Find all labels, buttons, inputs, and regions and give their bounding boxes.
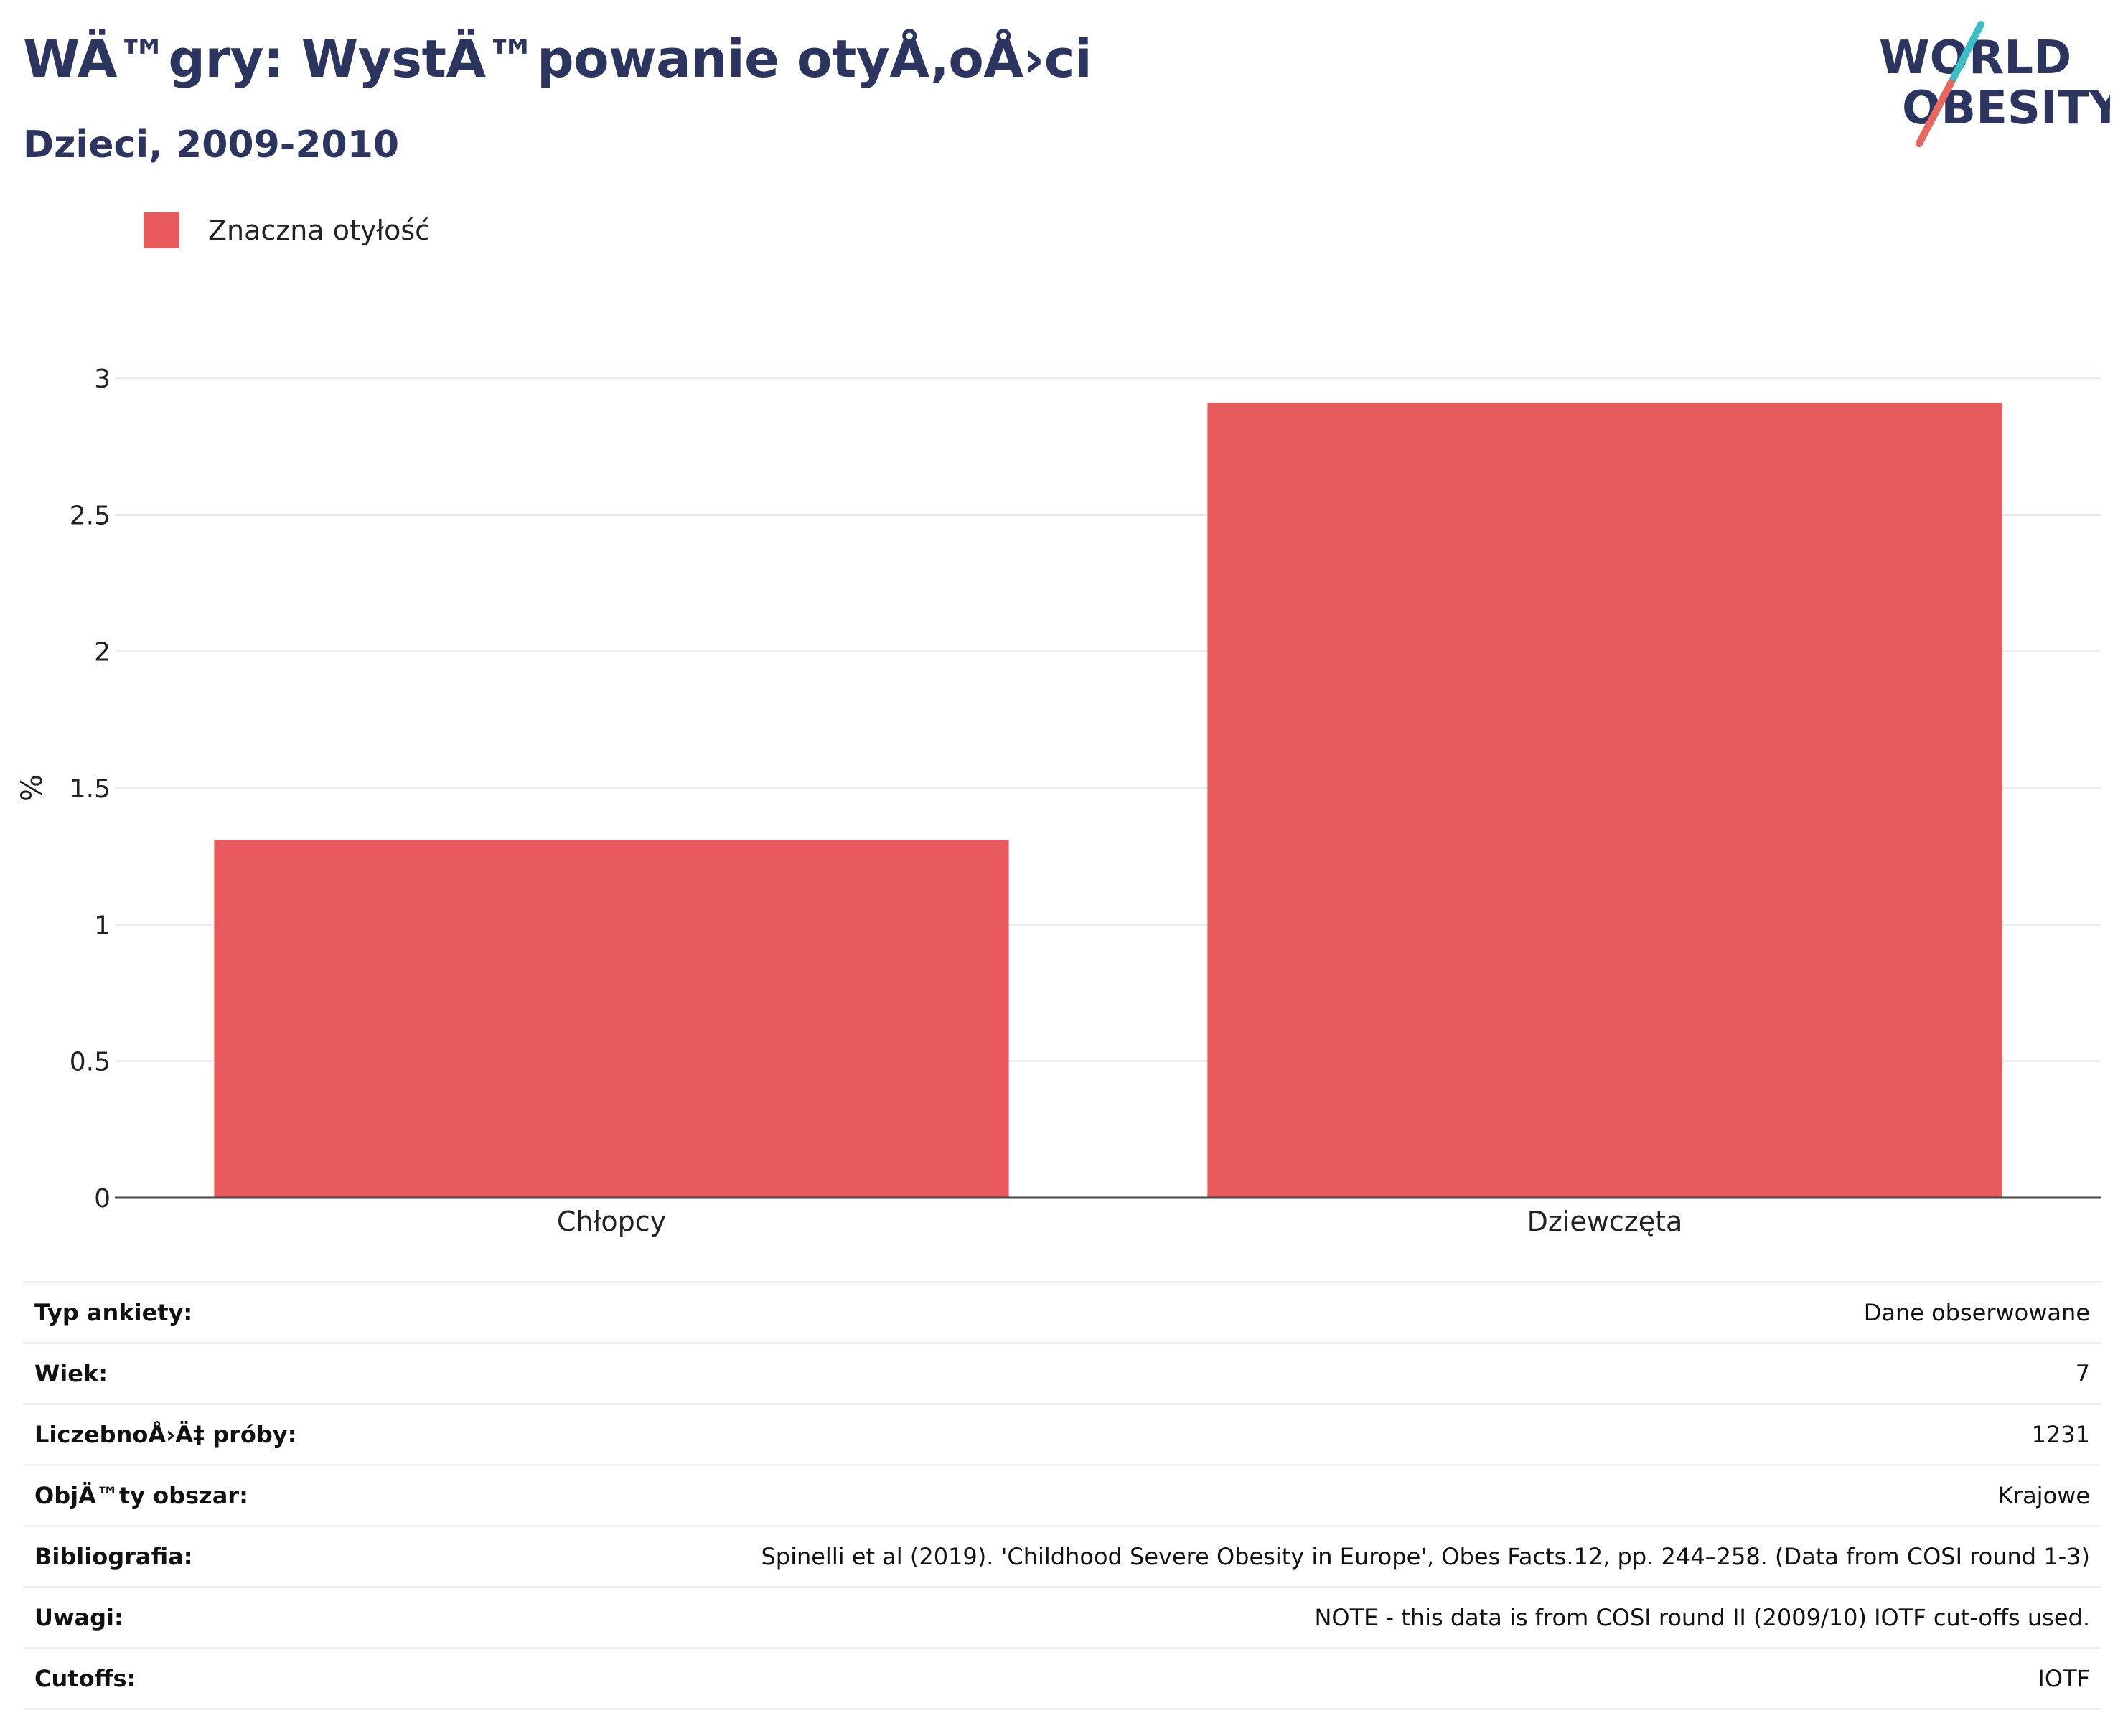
chart-legend[interactable]: Znaczna otyłość	[144, 212, 430, 248]
info-row: ObjÄ™ty obszar: Krajowe	[23, 1464, 2101, 1526]
axes: 0 0.5 1 1.5 2 2.5 3 Chłopcy Dziewczęta	[70, 365, 2101, 1237]
chart-subtitle: Dzieci, 2009-2010	[23, 123, 400, 166]
y-tick-label: 2.5	[70, 501, 111, 530]
info-value: Dane obserwowane	[385, 1281, 2101, 1343]
bars	[214, 403, 2002, 1198]
info-row: Uwagi: NOTE - this data is from COSI roun…	[23, 1586, 2101, 1648]
y-tick-label: 1	[94, 911, 111, 940]
info-value: 7	[385, 1342, 2101, 1404]
info-value: IOTF	[385, 1647, 2101, 1710]
bar-chart: 0 0.5 1 1.5 2 2.5 3 Chłopcy Dziewczęta %	[16, 365, 2101, 1237]
info-value: NOTE - this data is from COSI round II (…	[385, 1586, 2101, 1648]
y-tick-label: 3	[94, 365, 111, 394]
info-label: LiczebnoÅ›Ä‡ próby:	[23, 1403, 385, 1465]
info-label: Uwagi:	[23, 1586, 385, 1648]
y-axis-label: %	[16, 774, 49, 802]
logo-slash-teal	[1947, 21, 1984, 87]
world-obesity-logo: WORLD OBESITY	[1879, 21, 2110, 147]
bar[interactable]	[1207, 403, 2002, 1198]
info-label: ObjÄ™ty obszar:	[23, 1464, 385, 1526]
info-label: Bibliografia:	[23, 1525, 385, 1587]
info-row: Wiek: 7	[23, 1342, 2101, 1404]
y-tick-label: 1.5	[70, 774, 111, 804]
logo-slash-coral	[1916, 80, 1954, 147]
chart-title: WÄ™gry: WystÄ™powanie otyÅ‚oÅ›ci	[23, 29, 1092, 89]
bar[interactable]	[214, 840, 1009, 1198]
info-value: 1231	[385, 1403, 2101, 1465]
info-label: Wiek:	[23, 1342, 385, 1404]
x-tick-label: Chłopcy	[557, 1206, 666, 1237]
info-row: Bibliografia: Spinelli et al (2019). 'Chi…	[23, 1525, 2101, 1587]
info-value: Spinelli et al (2019). 'Childhood Severe…	[385, 1525, 2101, 1587]
y-tick-label: 2	[94, 638, 111, 667]
info-table: Typ ankiety: Dane obserwowane Wiek: 7 Liczeb…	[23, 1281, 2101, 1710]
info-row: Cutoffs: IOTF	[23, 1647, 2101, 1710]
info-value: Krajowe	[385, 1464, 2101, 1526]
legend-label: Znaczna otyłość	[208, 215, 431, 246]
info-row: LiczebnoÅ›Ä‡ próby: 1231	[23, 1403, 2101, 1465]
info-label: Typ ankiety:	[23, 1281, 385, 1343]
info-label: Cutoffs:	[23, 1647, 385, 1710]
legend-swatch	[144, 212, 179, 248]
info-row: Typ ankiety: Dane obserwowane	[23, 1281, 2101, 1343]
y-tick-label: 0	[94, 1184, 111, 1214]
y-tick-label: 0.5	[70, 1048, 111, 1077]
x-tick-label: Dziewczęta	[1527, 1206, 1683, 1237]
